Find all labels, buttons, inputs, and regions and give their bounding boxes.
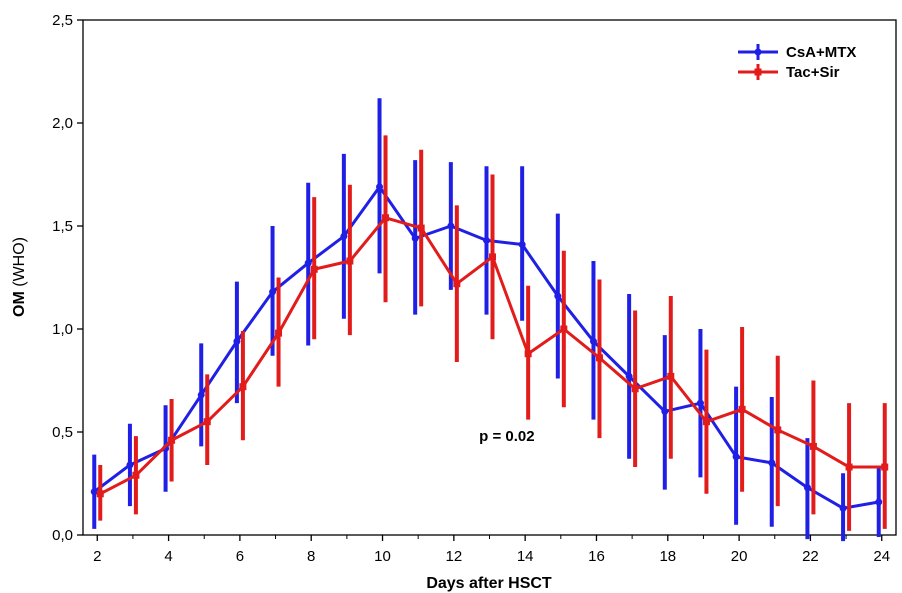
- data-point: [702, 418, 710, 426]
- data-point: [168, 436, 176, 444]
- data-point: [340, 232, 348, 240]
- x-tick-label: 18: [659, 548, 676, 565]
- data-point: [661, 407, 669, 415]
- x-tick-label: 4: [164, 548, 172, 565]
- series-layer: [90, 98, 889, 542]
- data-point: [839, 504, 847, 512]
- data-point: [417, 224, 425, 232]
- y-tick-label: 1,5: [52, 218, 73, 235]
- data-point: [304, 259, 312, 267]
- data-point: [96, 490, 104, 498]
- data-point: [132, 471, 140, 479]
- y-tick-label: 0,0: [52, 527, 73, 544]
- data-point: [625, 372, 633, 380]
- data-point: [738, 405, 746, 413]
- y-tick-label: 2,0: [52, 115, 73, 132]
- data-point: [453, 280, 461, 288]
- data-point: [447, 222, 455, 230]
- data-point: [90, 488, 98, 496]
- data-point: [809, 442, 817, 450]
- y-axis-title-rest: (WHO): [11, 237, 28, 291]
- x-tick-label: 8: [307, 548, 315, 565]
- legend-label: CsA+MTX: [786, 44, 856, 61]
- y-tick-label: 1,0: [52, 321, 73, 338]
- x-tick-label: 20: [731, 548, 748, 565]
- data-point: [310, 265, 318, 273]
- x-tick-label: 2: [93, 548, 101, 565]
- data-point: [524, 350, 532, 358]
- legend-label: Tac+Sir: [786, 64, 840, 81]
- data-point: [845, 463, 853, 471]
- legend-box: [728, 36, 886, 94]
- data-point: [233, 337, 241, 345]
- data-point: [269, 288, 277, 296]
- y-tick-label: 2,5: [52, 12, 73, 29]
- data-point: [554, 292, 562, 300]
- data-point: [881, 463, 889, 471]
- legend: CsA+MTX Tac+Sir: [728, 36, 886, 94]
- y-axis-title-bold: OM: [11, 291, 28, 317]
- x-axis-title: Days after HSCT: [426, 575, 552, 592]
- x-tick-label: 12: [445, 548, 462, 565]
- data-point: [346, 257, 354, 265]
- data-point: [803, 484, 811, 492]
- axis-ticks: 2 4 6 8 10 12 14 16 18 20 22 240,00,51,01,52,02,5: [52, 12, 890, 565]
- x-tick-label: 16: [588, 548, 605, 565]
- series-red: [96, 135, 889, 531]
- x-tick-label: 14: [517, 548, 534, 565]
- legend-marker: [754, 68, 762, 76]
- data-point: [197, 391, 205, 399]
- data-point: [376, 183, 384, 191]
- data-point: [382, 214, 390, 222]
- data-point: [126, 461, 134, 469]
- data-point: [518, 241, 526, 249]
- data-point: [595, 354, 603, 362]
- legend-item: CsA+MTX: [738, 44, 856, 61]
- x-tick-label: 22: [802, 548, 819, 565]
- x-tick-label: 10: [374, 548, 391, 565]
- series-blue: [90, 98, 883, 542]
- data-point: [589, 337, 597, 345]
- data-point: [483, 236, 490, 244]
- data-point: [875, 498, 883, 506]
- p-value-annotation: p = 0.02: [479, 428, 534, 445]
- data-point: [411, 234, 419, 242]
- legend-items: CsA+MTX Tac+Sir: [738, 44, 856, 81]
- data-point: [489, 253, 496, 261]
- data-point: [768, 459, 776, 467]
- data-point: [275, 329, 283, 337]
- data-point: [696, 399, 704, 407]
- legend-item: Tac+Sir: [738, 64, 840, 81]
- data-point: [203, 418, 211, 426]
- x-tick-label: 6: [236, 548, 244, 565]
- legend-marker: [754, 48, 762, 56]
- data-point: [774, 426, 782, 434]
- y-axis-title: OM (WHO): [11, 237, 28, 317]
- data-point: [239, 383, 247, 391]
- data-point: [631, 385, 639, 393]
- data-point: [560, 325, 568, 333]
- x-tick-label: 24: [873, 548, 890, 565]
- data-point: [667, 372, 675, 380]
- y-tick-label: 0,5: [52, 424, 73, 441]
- plot-area: [82, 19, 897, 536]
- data-point: [732, 453, 740, 461]
